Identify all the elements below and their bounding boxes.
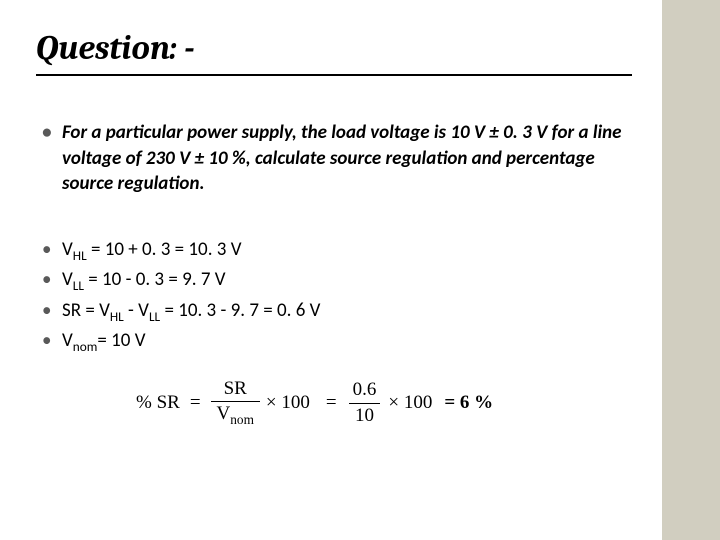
question-list: For a particular power supply, the load … bbox=[36, 120, 632, 197]
accent-side-band bbox=[662, 0, 720, 540]
answer-list: VHL = 10 + 0. 3 = 10. 3 V VLL = 10 - 0. … bbox=[36, 237, 632, 357]
equals-sign-2: = bbox=[326, 392, 337, 414]
slide-title: Question: - bbox=[36, 28, 632, 76]
equals-sign: = bbox=[190, 392, 201, 414]
question-text: For a particular power supply, the load … bbox=[36, 120, 632, 197]
answer-line-vll: VLL = 10 - 0. 3 = 9. 7 V bbox=[36, 267, 632, 295]
fraction-sr-over-vnom: SR Vnom bbox=[211, 379, 260, 428]
answer-line-vhl: VHL = 10 + 0. 3 = 10. 3 V bbox=[36, 237, 632, 265]
percent-sr-formula: % SR = SR Vnom × 100 = 0.6 10 × 100 = 6 … bbox=[36, 379, 632, 428]
formula-lhs: % SR bbox=[136, 392, 180, 414]
fraction-0p6-over-10: 0.6 10 bbox=[347, 380, 383, 427]
formula-result: = 6 % bbox=[444, 392, 493, 414]
times-100-b: × 100 bbox=[388, 392, 432, 414]
slide-content: Question: - For a particular power suppl… bbox=[0, 0, 662, 540]
answer-line-sr: SR = VHL - VLL = 10. 3 - 9. 7 = 0. 6 V bbox=[36, 298, 632, 326]
answer-line-vnom: Vnom= 10 V bbox=[36, 328, 632, 356]
times-100-a: × 100 bbox=[266, 392, 310, 414]
